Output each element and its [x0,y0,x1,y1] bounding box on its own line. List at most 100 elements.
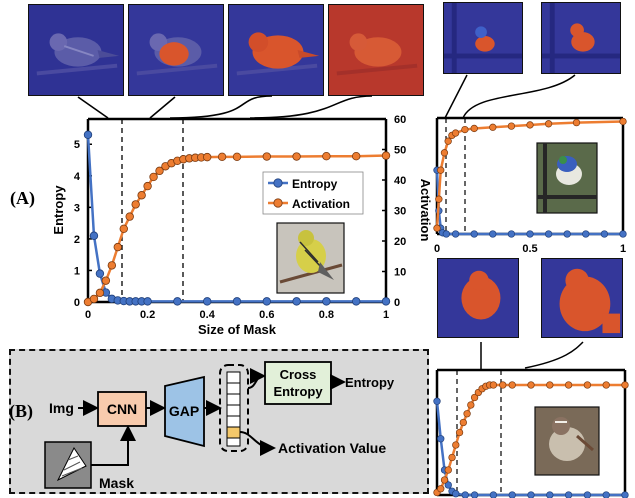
side-point-entropy [621,491,629,498]
main-right-tick-0: 0 [394,297,400,309]
point-activation [101,276,111,285]
point-entropy [352,297,361,306]
mask-to-cnn-arrow [91,425,136,466]
point-activation [232,152,242,162]
masked-bird-thumbnail-right-top-1 [443,2,523,74]
point-activation [89,294,99,304]
side-point-entropy [582,230,590,238]
panel-b-label: (B) [9,401,33,421]
side-point-entropy [602,491,610,498]
point-entropy [95,269,105,278]
side-top-series [433,117,627,238]
side-point-entropy [546,491,554,498]
side-point-activation [444,466,452,474]
side-point-activation [546,381,554,389]
thumb-arrow-2 [169,95,273,119]
vector-to-ce-arrow [247,368,266,389]
side-point-activation [433,224,441,232]
pipeline-diagram: Img CNN GAP Cross Entropy Entropy Activa… [44,361,395,491]
point-entropy [322,297,331,306]
example-bird-photo-2 [536,142,598,214]
thumb-arrow-1 [77,96,109,119]
main-left-tick-2: 2 [74,234,80,246]
side-point-entropy [470,491,479,498]
side-point-activation [451,129,460,137]
cross-entropy-label-line1: Cross [280,367,317,382]
side-top-x-tick-0: 0 [434,243,440,255]
side-point-entropy [444,481,452,489]
point-entropy [89,231,99,240]
main-x-tick-0: 0 [85,309,91,321]
point-activation [131,200,140,209]
side-top-x-tick-2: 1 [620,243,626,255]
side-point-entropy [600,230,609,238]
side-point-activation [508,381,516,389]
side-point-activation [621,381,629,389]
cross-entropy-label-line2: Entropy [273,384,323,399]
main-left-tick-5: 5 [74,139,80,151]
activation-cell [226,426,241,439]
side-point-entropy [564,491,573,498]
masked-bird-thumbnail-2 [128,4,224,96]
activation-value-label: Activation Value [278,440,386,456]
side-point-activation [527,381,535,389]
main-right-tick-5: 50 [394,145,406,157]
mask-label: Mask [99,475,134,491]
point-entropy [173,297,182,306]
side-point-activation [461,125,469,134]
side-point-activation [526,121,534,129]
side-point-activation [440,476,449,484]
side-point-activation [444,137,452,145]
thumb-arrow-1b [149,96,176,119]
point-entropy [381,297,391,306]
thumb-arrow-3 [249,95,373,119]
side-point-activation [572,118,581,127]
side-point-entropy [526,230,534,238]
side-point-activation [489,123,497,131]
main-right-axis-label: Activation [418,179,433,242]
feature-vector-frame [219,364,249,452]
side-point-entropy [442,230,450,238]
side-point-activation [459,418,467,427]
main-right-tick-3: 30 [394,206,406,218]
point-entropy [83,130,93,139]
main-right-tick-2: 20 [394,236,406,248]
img-label: Img [49,400,74,416]
side-point-entropy [583,491,592,498]
masked-bird-thumbnail-3 [228,4,324,96]
side-point-entropy [437,435,445,443]
point-activation [143,181,152,191]
side-point-activation [489,381,498,389]
panel-a-label: (A) [10,188,35,208]
point-activation [292,152,301,161]
point-entropy [232,297,242,306]
side-point-activation [583,381,592,389]
mask-shape [56,447,87,482]
side-point-entropy [544,230,553,238]
point-activation [149,172,158,182]
main-x-tick-2: 0.4 [200,309,216,321]
side-point-activation [463,410,471,418]
example-bird-photo-3 [534,406,600,476]
entropy-output-label: Entropy [345,375,395,390]
side-point-activation [470,393,479,402]
side-point-activation [467,401,475,409]
main-x-tick-3: 0.6 [259,309,274,321]
main-x-axis-label: Size of Mask [198,322,277,337]
point-activation [125,212,134,221]
example-bird-photo [276,222,345,294]
cross-entropy-box [264,361,332,405]
point-activation [95,288,105,298]
legend-activation-label: Activation [292,197,350,211]
point-activation [107,261,117,270]
point-activation [322,152,331,161]
side-point-activation [448,453,456,462]
feature-vector [226,371,241,447]
point-entropy [292,297,301,306]
side-point-entropy [451,230,460,238]
side-point-activation [619,117,627,126]
point-activation [202,152,212,162]
masked-bird-thumbnail-1 [28,4,124,96]
side-point-entropy [507,230,516,238]
